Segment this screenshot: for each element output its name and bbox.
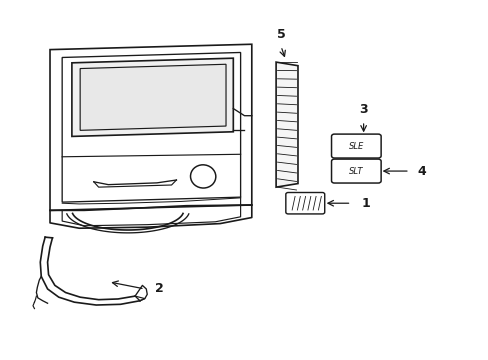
FancyBboxPatch shape — [285, 193, 324, 214]
Text: SLT: SLT — [348, 167, 363, 176]
FancyBboxPatch shape — [331, 159, 380, 183]
Text: 1: 1 — [361, 197, 369, 210]
Text: 2: 2 — [154, 283, 163, 296]
Text: 5: 5 — [276, 28, 285, 41]
Text: SLE: SLE — [348, 141, 363, 150]
FancyBboxPatch shape — [331, 134, 380, 158]
Polygon shape — [80, 64, 225, 130]
Text: 3: 3 — [359, 103, 367, 116]
Polygon shape — [72, 58, 233, 136]
Polygon shape — [276, 62, 297, 187]
Text: 4: 4 — [416, 165, 425, 177]
